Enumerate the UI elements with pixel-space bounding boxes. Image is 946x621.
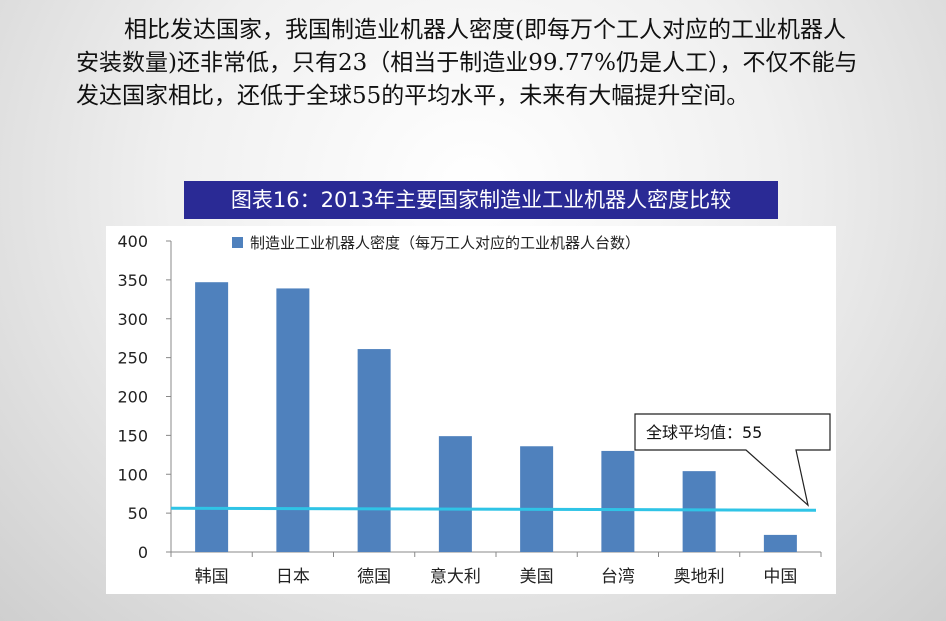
bar-3: [438, 436, 472, 552]
intro-text: 相比发达国家，我国制造业机器人密度(即每万个工人对应的工业机器人安装数量)还非常…: [76, 17, 858, 109]
bar-6: [682, 471, 716, 552]
x-tick-label: 意大利: [430, 567, 481, 587]
x-tick-label: 韩国: [195, 567, 229, 587]
y-tick-label: 50: [128, 504, 148, 523]
x-tick-labels: 韩国 日本 德国 意大利 美国 台湾 奥地利 中国: [195, 567, 798, 587]
legend-swatch: [232, 237, 243, 248]
y-tick-label: 350: [117, 271, 148, 290]
x-tick-label: 美国: [520, 567, 554, 587]
bar-chart: 韩国 日本 德国 意大利 美国 台湾 奥地利 中国 0 50 100 150 200 250 300 350…: [117, 232, 831, 587]
y-tick-label: 150: [117, 426, 148, 445]
chart-area: 韩国 日本 德国 意大利 美国 台湾 奥地利 中国 0 50 100 150 200 250 300 350…: [106, 226, 836, 594]
bar-7: [763, 534, 797, 552]
legend-label: 制造业工业机器人密度（每万工人对应的工业机器人台数）: [250, 234, 640, 252]
bar-2: [357, 349, 391, 552]
y-tick-label: 250: [117, 349, 148, 368]
bar-0: [195, 282, 229, 552]
intro-paragraph: 相比发达国家，我国制造业机器人密度(即每万个工人对应的工业机器人安装数量)还非常…: [76, 14, 866, 113]
x-tick-label: 台湾: [601, 567, 635, 587]
x-tick-label: 德国: [357, 567, 391, 587]
chart-title: 图表16：2013年主要国家制造业工业机器人密度比较: [184, 181, 778, 219]
average-callout-label: 全球平均值：55: [646, 423, 762, 442]
y-tick-label: 0: [138, 543, 148, 562]
average-callout-box: [634, 413, 831, 507]
bar-1: [276, 288, 310, 552]
y-tick-label: 300: [117, 310, 148, 329]
y-tick-label: 100: [117, 465, 148, 484]
x-tick-label: 中国: [763, 567, 797, 587]
x-tick-label: 奥地利: [674, 567, 725, 587]
bar-4: [520, 446, 554, 552]
y-tick-labels: 0 50 100 150 200 250 300 350 400: [117, 232, 148, 562]
y-tick-label: 400: [117, 232, 148, 251]
bar-5: [601, 450, 635, 552]
y-tick-label: 200: [117, 388, 148, 407]
average-reference-line: [170, 506, 817, 512]
x-tick-label: 日本: [276, 567, 310, 587]
